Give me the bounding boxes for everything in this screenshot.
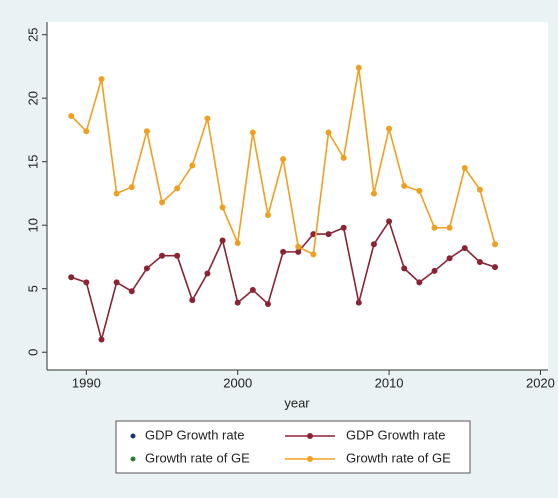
point [416,187,423,194]
x-axis-title: year [284,395,310,410]
point [370,190,377,197]
x-tick-label: 2000 [223,375,252,390]
point [325,129,332,136]
point [446,255,453,262]
point [310,251,317,258]
legend-label: Growth rate of GE [145,450,250,465]
y-tick-label: 20 [25,91,40,105]
legend-label: GDP Growth rate [145,427,244,442]
point [340,154,347,161]
point [98,76,105,83]
point [386,218,393,225]
point [159,199,166,206]
point [416,279,423,286]
point [234,239,241,246]
point [492,241,499,248]
point [159,252,166,259]
point [264,212,271,219]
point [113,279,120,286]
point [234,299,241,306]
point [249,286,256,293]
point [68,112,75,119]
point [83,128,90,135]
point [431,267,438,274]
point [370,241,377,248]
point [204,270,211,277]
point [113,190,120,197]
point [174,185,181,192]
y-tick-label: 15 [25,154,40,168]
point [280,156,287,163]
point [355,64,362,71]
legend [115,420,471,474]
point [446,224,453,231]
y-tick-label: 25 [25,27,40,41]
point [174,252,181,259]
point [143,265,150,272]
point [98,336,105,343]
point [83,279,90,286]
point [204,115,211,122]
point [340,224,347,231]
point [355,299,362,306]
x-tick-label: 1990 [72,375,101,390]
legend-marker [130,456,136,462]
point [431,224,438,231]
point [264,300,271,307]
y-tick-label: 0 [25,349,40,356]
x-tick-label: 2010 [375,375,404,390]
point [68,274,75,281]
legend-marker [130,433,136,439]
point [310,231,317,238]
point [219,204,226,211]
point [295,248,302,255]
point [461,245,468,252]
point [219,237,226,244]
point [189,162,196,169]
x-tick-label: 2020 [526,375,555,390]
point [476,186,483,193]
legend-label: GDP Growth rate [346,427,445,442]
y-tick-label: 5 [25,285,40,292]
point [476,259,483,266]
y-tick-label: 10 [25,218,40,232]
point [401,265,408,272]
point [128,288,135,295]
plot-area [47,22,548,370]
point [280,248,287,255]
point [128,184,135,191]
point [189,297,196,304]
point [249,129,256,136]
point [401,182,408,189]
legend-marker [307,456,313,462]
point [461,165,468,172]
point [295,243,302,250]
point [492,264,499,271]
point [143,128,150,135]
point [325,231,332,238]
legend-label: Growth rate of GE [346,450,451,465]
point [386,125,393,132]
legend-marker [307,433,313,439]
